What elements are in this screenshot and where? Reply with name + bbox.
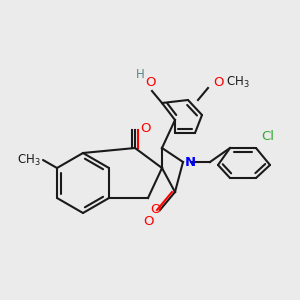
Text: O: O bbox=[140, 122, 151, 134]
Text: Cl: Cl bbox=[261, 130, 274, 143]
Text: CH$_3$: CH$_3$ bbox=[17, 152, 41, 167]
Text: O: O bbox=[213, 76, 224, 88]
Text: O: O bbox=[145, 76, 155, 89]
Text: CH$_3$: CH$_3$ bbox=[226, 74, 250, 89]
Text: H: H bbox=[136, 68, 144, 82]
Text: N: N bbox=[185, 155, 196, 169]
Text: O: O bbox=[150, 203, 160, 216]
Text: O: O bbox=[143, 215, 154, 228]
